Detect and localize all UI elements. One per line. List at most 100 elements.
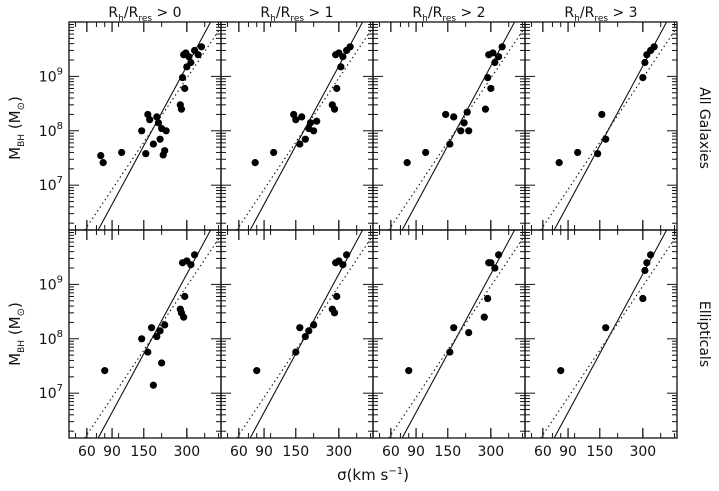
- x-tick-label: 60: [230, 444, 248, 460]
- data-point: [149, 381, 157, 389]
- data-point: [489, 49, 497, 57]
- fit-line-dotted: [84, 26, 221, 230]
- column-title-1: Rh/Rres > 1: [260, 5, 333, 24]
- data-point: [457, 127, 465, 135]
- x-tick-label: 300: [477, 444, 504, 460]
- data-point: [639, 294, 647, 303]
- data-point: [101, 367, 109, 375]
- data-point: [498, 43, 506, 51]
- data-point: [97, 151, 105, 160]
- data-point: [99, 159, 107, 167]
- panel-1-3: 60 90 150 300: [524, 229, 678, 460]
- data-point: [180, 313, 188, 321]
- data-point: [330, 309, 339, 317]
- data-point: [555, 159, 563, 167]
- data-point: [450, 113, 458, 121]
- x-tick-label: 90: [407, 444, 425, 460]
- data-point: [138, 335, 146, 343]
- data-point: [313, 117, 321, 125]
- data-point: [650, 43, 658, 51]
- data-point: [181, 292, 189, 301]
- y-tick-label: 108: [39, 329, 63, 348]
- column-title-2: Rh/Rres > 2: [412, 5, 485, 24]
- y-tick-label: 109: [39, 274, 63, 293]
- data-point: [480, 313, 488, 321]
- data-point: [144, 348, 152, 356]
- data-point: [481, 105, 490, 113]
- y-tick-label: 108: [39, 121, 63, 140]
- data-point: [330, 105, 339, 113]
- data-point: [178, 74, 187, 82]
- data-point: [495, 53, 503, 61]
- data-point: [495, 251, 503, 259]
- y-axis-label-bottom: MBH (M⊙): [6, 302, 27, 366]
- data-point: [187, 58, 195, 67]
- panel-1-2: 60 90 150 300: [372, 229, 526, 460]
- data-point: [147, 324, 156, 332]
- data-point: [301, 135, 309, 143]
- data-point: [158, 359, 166, 367]
- panel-0-0: 107 108 109: [39, 21, 222, 231]
- data-point: [465, 127, 473, 135]
- data-point: [142, 150, 150, 158]
- data-point: [310, 127, 318, 135]
- data-point: [491, 58, 499, 67]
- data-point: [156, 135, 164, 143]
- data-point: [460, 119, 468, 127]
- fit-line-dotted: [388, 26, 525, 230]
- data-point: [292, 348, 300, 356]
- column-titles: Rh/Rres > 0 Rh/Rres > 1 Rh/Rres > 2 Rh/R…: [108, 5, 637, 24]
- data-point: [465, 328, 473, 337]
- x-tick-label: 60: [534, 444, 552, 460]
- data-point: [442, 110, 450, 119]
- data-point: [253, 367, 261, 375]
- data-point: [149, 140, 157, 148]
- fit-line-dotted: [540, 26, 677, 230]
- x-tick-label: 60: [382, 444, 400, 460]
- data-point: [557, 367, 565, 375]
- x-tick-label: 150: [282, 444, 309, 460]
- data-point: [181, 84, 189, 93]
- data-point: [298, 113, 306, 121]
- data-point: [301, 332, 309, 341]
- data-point: [422, 148, 430, 157]
- y-tick-label: 107: [39, 175, 63, 194]
- data-point: [446, 348, 454, 356]
- y-tick-label: 109: [39, 66, 63, 85]
- data-point: [187, 261, 195, 269]
- data-point: [598, 110, 606, 119]
- x-tick-label: 60: [78, 444, 96, 460]
- data-point: [403, 159, 411, 167]
- data-point: [156, 327, 164, 335]
- data-point: [154, 119, 163, 127]
- data-point: [305, 327, 313, 335]
- fit-line-dotted: [388, 234, 525, 438]
- data-point: [487, 259, 495, 267]
- data-point: [138, 127, 146, 135]
- data-point: [296, 324, 304, 332]
- data-point: [292, 116, 300, 124]
- data-point: [346, 43, 354, 51]
- x-tick-label: 90: [255, 444, 273, 460]
- column-title-0: Rh/Rres > 0: [108, 5, 181, 24]
- data-point: [491, 264, 499, 272]
- data-point: [185, 53, 193, 61]
- x-tick-label: 150: [434, 444, 461, 460]
- x-tick-label: 150: [586, 444, 613, 460]
- data-point: [194, 51, 202, 59]
- x-tick-label: 300: [629, 444, 656, 460]
- data-point: [162, 127, 170, 135]
- data-point: [191, 251, 199, 259]
- data-point: [296, 140, 304, 148]
- fit-line-dotted: [84, 234, 221, 438]
- data-point: [153, 113, 161, 121]
- data-point: [641, 266, 649, 275]
- data-point: [339, 53, 347, 61]
- data-point: [270, 148, 278, 157]
- data-point: [339, 261, 347, 269]
- data-point: [602, 324, 610, 332]
- data-point: [177, 105, 186, 113]
- x-tick-label: 300: [325, 444, 352, 460]
